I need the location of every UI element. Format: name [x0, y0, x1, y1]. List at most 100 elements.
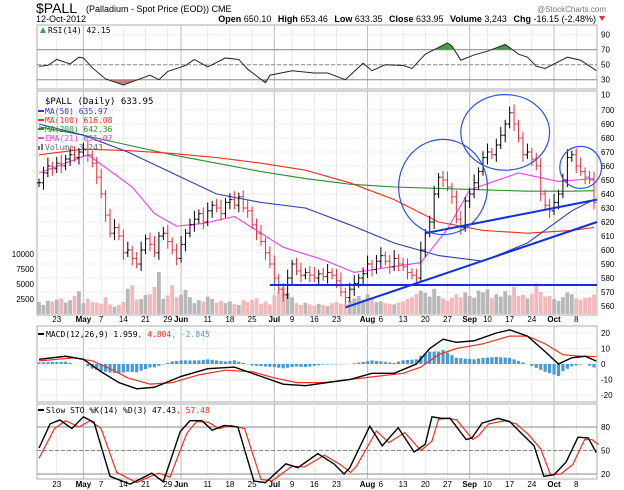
- macd-histogram-bar: [326, 364, 330, 365]
- volume-bar: [467, 296, 472, 314]
- price-bar: [121, 229, 126, 260]
- volume-bar: [59, 298, 64, 314]
- price-bar: [454, 190, 459, 224]
- macd-histogram-bar: [294, 364, 299, 367]
- volume-bar: [387, 303, 392, 314]
- price-bar: [552, 194, 557, 215]
- volume-bar: [50, 301, 55, 314]
- macd-histogram-bar: [361, 361, 365, 364]
- mid-date-label: 6: [379, 315, 384, 324]
- macd-legend-text: MACD(12,26,9) 1.959, 4.804, -2.845: [46, 330, 210, 339]
- price-bar: [481, 151, 485, 176]
- annotation-circle: [460, 93, 551, 171]
- price-tick-label: 580: [601, 274, 615, 283]
- mid-date-label: 8: [574, 315, 579, 324]
- mid-date-label: 27: [443, 315, 452, 324]
- price-bar: [325, 264, 330, 284]
- macd-histogram-bar: [179, 360, 183, 364]
- volume-bar: [374, 302, 379, 314]
- price-bar: [72, 146, 77, 162]
- volume-bar: [236, 305, 241, 314]
- price-tick-label: 570: [601, 288, 615, 297]
- macd-histogram-bar: [552, 364, 556, 375]
- price-bar: [387, 254, 392, 274]
- volume-bar: [165, 295, 170, 314]
- price-bar: [525, 143, 530, 159]
- macd-histogram-bar: [166, 362, 170, 364]
- macd-histogram-bar: [410, 359, 414, 364]
- bottom-date-label: 7: [99, 480, 104, 489]
- macd-histogram-bar: [175, 360, 179, 364]
- price-bar: [343, 287, 348, 305]
- price-bar: [587, 170, 592, 185]
- macd-histogram-bar: [188, 360, 192, 364]
- volume-bar: [263, 301, 268, 314]
- volume-bar: [276, 292, 281, 314]
- price-bar: [583, 167, 588, 185]
- volume-bar: [103, 297, 108, 314]
- bottom-date-label: 23: [332, 480, 341, 489]
- macd-signal-value: , 4.804: [138, 330, 172, 339]
- close-value: 633.95: [416, 14, 444, 24]
- mid-date-label: 11: [204, 315, 213, 324]
- price-tick-label: 620: [601, 218, 615, 227]
- macd-histogram-bar: [303, 364, 307, 368]
- volume-bar: [450, 297, 454, 314]
- price-bar: [418, 241, 423, 283]
- macd-histogram-bar: [445, 352, 450, 364]
- volume-bar: [81, 303, 86, 314]
- volume-tick-label: 2500: [16, 295, 34, 304]
- volume-bar: [556, 300, 561, 314]
- sto-tick-label: 80: [601, 423, 610, 432]
- macd-histogram-bar: [441, 350, 445, 364]
- macd-histogram-bar: [64, 361, 68, 364]
- volume-bar: [463, 292, 468, 314]
- high-label: High: [278, 14, 298, 24]
- price-bar: [214, 198, 219, 213]
- macd-histogram-bar: [370, 360, 374, 364]
- volume-bar: [352, 298, 357, 314]
- volume-icon: [38, 144, 43, 150]
- macd-histogram-bar: [130, 364, 134, 373]
- price-bar: [250, 206, 255, 229]
- sto-k-line: [38, 415, 597, 485]
- macd-histogram-bar: [357, 362, 361, 364]
- macd-tick-label: 10: [601, 345, 610, 354]
- volume-bar: [259, 303, 263, 314]
- ma50-line: [38, 123, 595, 262]
- volume-bar: [347, 300, 352, 314]
- volume-bar: [547, 296, 552, 314]
- price-bar: [236, 192, 241, 213]
- bottom-date-label: Aug: [360, 480, 376, 489]
- volume-bar: [498, 296, 503, 314]
- rsi-legend: RSI(14) 42.15: [40, 26, 111, 35]
- bottom-date-label: 20: [421, 480, 430, 489]
- price-bar: [112, 219, 117, 241]
- price-bar: [592, 171, 596, 210]
- macd-histogram-bar: [272, 364, 276, 368]
- price-tick-label: 700: [601, 106, 615, 115]
- rsi-icon: [40, 27, 46, 33]
- volume-bar: [241, 300, 246, 314]
- macd-histogram-bar: [565, 364, 569, 369]
- macd-histogram-bar: [254, 364, 259, 366]
- price-bar: [347, 282, 352, 302]
- price-bar-icon: [38, 97, 44, 103]
- macd-histogram-bar: [405, 359, 410, 364]
- ema21-line: [38, 154, 595, 273]
- macd-histogram-bar: [587, 364, 592, 366]
- volume-bar: [565, 292, 570, 314]
- price-bar: [298, 262, 303, 283]
- price-tick-label: 650: [601, 176, 615, 185]
- price-bar: [294, 257, 299, 276]
- macd-histogram-bar: [183, 360, 188, 364]
- volume-bar: [552, 299, 556, 314]
- volume-bar: [378, 301, 383, 314]
- price-bar: [267, 246, 272, 269]
- volume-bar: [334, 302, 339, 314]
- price-bar: [565, 149, 570, 187]
- price-bar: [223, 198, 228, 218]
- volume-bar: [587, 297, 592, 314]
- price-bar: [156, 231, 161, 260]
- rsi-panel-frame: [36, 24, 598, 90]
